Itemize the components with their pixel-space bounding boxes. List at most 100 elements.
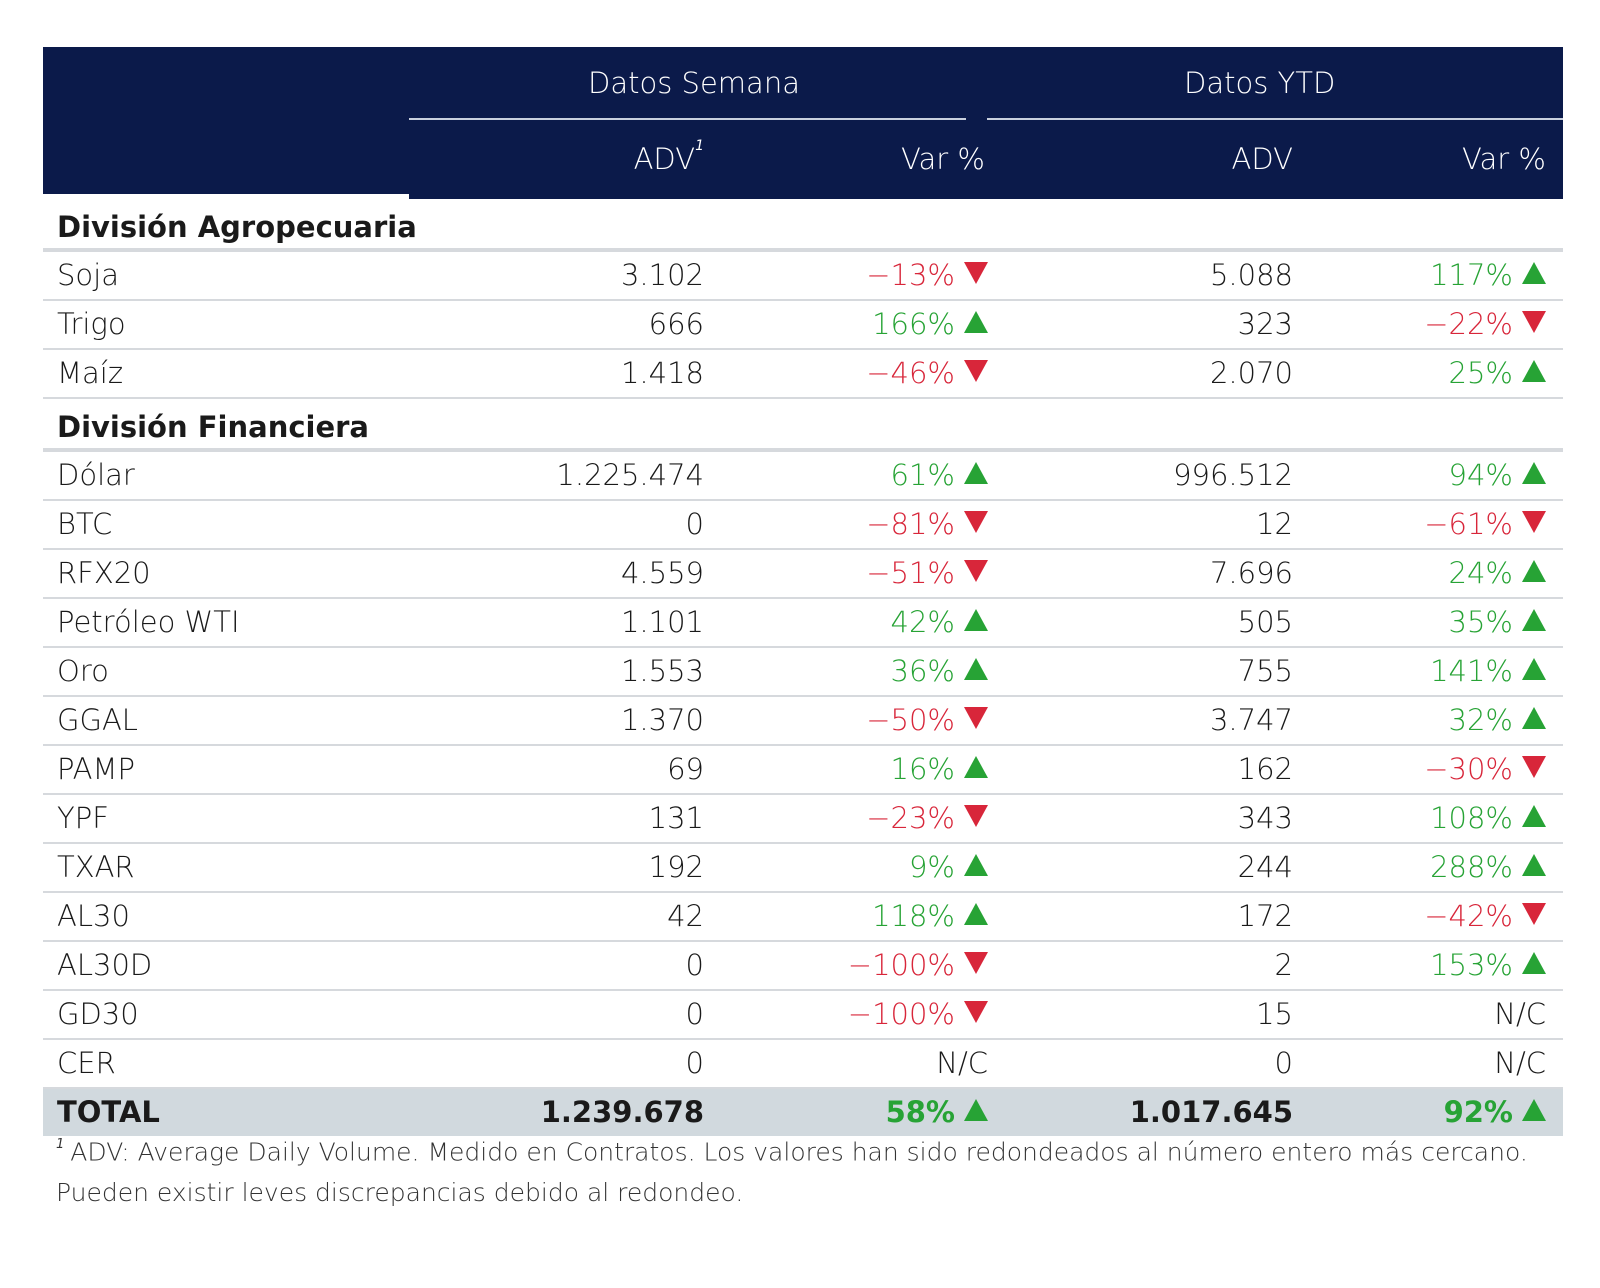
row-label: AL30: [57, 899, 130, 933]
table-row: Petróleo WTI 1.101 42% 505 35%: [43, 599, 1563, 648]
triangle-up-icon: [964, 756, 988, 778]
group-header-ytd: Datos YTD: [1184, 66, 1336, 100]
ytd-var-value: 35%: [1449, 599, 1546, 646]
ytd-adv-value: 323: [1237, 307, 1293, 341]
footnote: 1 ADV: Average Daily Volume. Medido en Co…: [56, 1127, 1556, 1213]
row-label: PAMP: [57, 752, 135, 786]
week-adv-value: 3.102: [620, 258, 704, 292]
week-adv-value: 69: [667, 752, 704, 786]
ytd-adv-value: 244: [1237, 850, 1293, 884]
ytd-adv-value: 15: [1256, 997, 1293, 1031]
triangle-up-icon: [964, 311, 988, 333]
triangle-down-icon: [964, 511, 988, 533]
section-title: División Financiera: [57, 410, 370, 444]
ytd-var-value: −42%: [1424, 893, 1546, 940]
col-header-week-var: Var %: [900, 142, 985, 176]
row-label: GD30: [57, 997, 139, 1031]
table-row: TXAR 192 9% 244 288%: [43, 844, 1563, 893]
group-underline-ytd: [987, 118, 1563, 120]
week-var-value: 61%: [891, 452, 988, 499]
group-underline-week: [409, 118, 966, 120]
ytd-adv-value: 162: [1237, 752, 1293, 786]
row-label: TXAR: [57, 850, 135, 884]
week-adv-value: 1.418: [620, 356, 704, 390]
ytd-var-value: 288%: [1430, 844, 1546, 891]
table-row: Maíz 1.418 −46% 2.070 25%: [43, 350, 1563, 399]
triangle-up-icon: [964, 1099, 988, 1121]
week-var-value: 118%: [872, 893, 988, 940]
week-var-value: 166%: [872, 301, 988, 348]
triangle-down-icon: [964, 707, 988, 729]
row-label: BTC: [57, 507, 113, 541]
triangle-down-icon: [1522, 311, 1546, 333]
triangle-up-icon: [1522, 560, 1546, 582]
week-var-value: N/C: [936, 1046, 988, 1080]
ytd-var-value: 92%: [1444, 1089, 1546, 1136]
row-label: RFX20: [57, 556, 151, 590]
ytd-var-value: N/C: [1494, 1046, 1546, 1080]
week-var-value: −81%: [866, 501, 988, 548]
week-var-value: −23%: [866, 795, 988, 842]
week-adv-value: 0: [685, 507, 704, 541]
row-label: AL30D: [57, 948, 153, 982]
row-label: Dólar: [57, 458, 135, 492]
triangle-up-icon: [964, 462, 988, 484]
week-adv-value: 1.239.678: [540, 1095, 704, 1129]
adv-table: Datos Semana Datos YTD ADV1 Var % ADV Va…: [43, 47, 1563, 1136]
week-adv-value: 1.553: [620, 654, 704, 688]
ytd-adv-value: 0: [1274, 1046, 1293, 1080]
week-adv-value: 1.370: [620, 703, 704, 737]
week-var-value: 58%: [886, 1089, 988, 1136]
table-row: AL30D 0 −100% 2 153%: [43, 942, 1563, 991]
triangle-down-icon: [964, 262, 988, 284]
triangle-down-icon: [964, 805, 988, 827]
week-adv-value: 1.225.474: [556, 458, 704, 492]
section-header: División Financiera: [43, 399, 1563, 452]
triangle-down-icon: [1522, 511, 1546, 533]
triangle-down-icon: [964, 560, 988, 582]
ytd-adv-value: 755: [1237, 654, 1293, 688]
triangle-up-icon: [1522, 262, 1546, 284]
triangle-up-icon: [1522, 707, 1546, 729]
ytd-adv-value: 996.512: [1173, 458, 1293, 492]
row-label: Soja: [57, 258, 119, 292]
section-header: División Agropecuaria: [43, 199, 1563, 252]
ytd-adv-value: 343: [1237, 801, 1293, 835]
ytd-var-value: 25%: [1449, 350, 1546, 397]
week-var-value: 42%: [891, 599, 988, 646]
ytd-adv-value: 1.017.645: [1129, 1095, 1293, 1129]
week-adv-value: 0: [685, 948, 704, 982]
week-var-value: −100%: [848, 942, 988, 989]
triangle-up-icon: [964, 658, 988, 680]
week-adv-value: 0: [685, 1046, 704, 1080]
triangle-up-icon: [964, 903, 988, 925]
ytd-var-value: 94%: [1449, 452, 1546, 499]
ytd-adv-value: 12: [1256, 507, 1293, 541]
row-label: GGAL: [57, 703, 138, 737]
row-label: Oro: [57, 654, 109, 688]
triangle-down-icon: [964, 1001, 988, 1023]
table-row: Oro 1.553 36% 755 141%: [43, 648, 1563, 697]
ytd-var-value: 117%: [1430, 252, 1546, 299]
table-row: GGAL 1.370 −50% 3.747 32%: [43, 697, 1563, 746]
footnote-text: ADV: Average Daily Volume. Medido en Con…: [56, 1137, 1528, 1208]
row-label: Maíz: [57, 356, 124, 390]
ytd-var-value: 108%: [1430, 795, 1546, 842]
group-header-week: Datos Semana: [588, 66, 800, 100]
ytd-adv-value: 172: [1237, 899, 1293, 933]
total-row: TOTAL 1.239.678 58% 1.017.645 92%: [43, 1089, 1563, 1136]
table-row: AL30 42 118% 172 −42%: [43, 893, 1563, 942]
triangle-down-icon: [1522, 903, 1546, 925]
week-var-value: 9%: [909, 844, 988, 891]
col-header-ytd-var: Var %: [1461, 142, 1546, 176]
table-row: RFX20 4.559 −51% 7.696 24%: [43, 550, 1563, 599]
ytd-adv-value: 5.088: [1209, 258, 1293, 292]
week-var-value: −50%: [866, 697, 988, 744]
table-row: Trigo 666 166% 323 −22%: [43, 301, 1563, 350]
table-row: Dólar 1.225.474 61% 996.512 94%: [43, 452, 1563, 501]
ytd-adv-value: 7.696: [1209, 556, 1293, 590]
week-var-value: −46%: [866, 350, 988, 397]
triangle-up-icon: [1522, 1099, 1546, 1121]
triangle-up-icon: [1522, 952, 1546, 974]
triangle-up-icon: [1522, 360, 1546, 382]
